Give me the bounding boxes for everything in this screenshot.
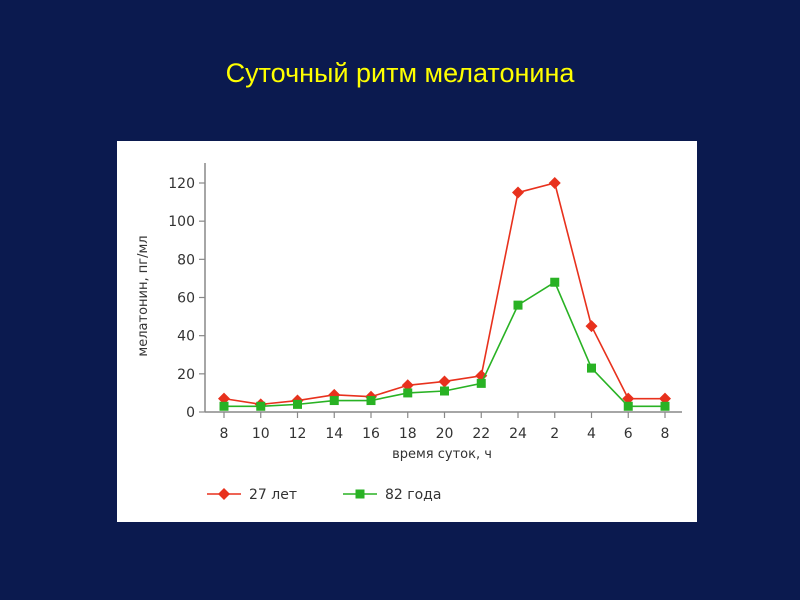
data-point: [440, 386, 449, 396]
legend-marker: [218, 488, 230, 500]
x-tick-label: 10: [252, 426, 270, 442]
x-axis-label: время суток, ч: [392, 447, 492, 462]
series-2: [219, 277, 670, 411]
series-1: [218, 177, 671, 411]
chart-legend: 27 лет 82 года: [207, 487, 441, 503]
data-point: [218, 392, 230, 405]
data-point: [548, 177, 561, 189]
data-point: [401, 379, 414, 392]
data-point: [403, 388, 413, 398]
data-point: [476, 378, 486, 388]
data-point: [623, 401, 633, 411]
data-point: [219, 401, 229, 411]
data-point: [329, 396, 339, 406]
y-axis-label: мелатонин, пг/мл: [136, 235, 151, 356]
legend-label: 27 лет: [249, 487, 297, 503]
x-tick-label: 14: [325, 426, 343, 442]
y-tick-label: 20: [177, 367, 195, 383]
legend-marker: [355, 489, 365, 499]
data-point: [585, 320, 598, 333]
y-tick-label: 40: [177, 329, 195, 345]
y-tick-label: 120: [168, 176, 195, 192]
x-tick-label: 4: [587, 426, 596, 442]
series-layer: [218, 177, 671, 411]
x-tick-label: 2: [550, 426, 559, 442]
data-point: [293, 399, 302, 409]
series-line: [223, 182, 665, 406]
x-tick-label: 8: [220, 426, 229, 442]
x-tick-label: 20: [436, 426, 454, 442]
x-tick-label: 18: [399, 426, 417, 442]
y-tick-label: 0: [186, 405, 195, 421]
data-point: [659, 392, 671, 405]
legend-item-1: 27 лет: [207, 487, 297, 503]
x-tick-label: 8: [661, 426, 670, 442]
data-point: [256, 401, 266, 411]
data-point: [512, 186, 524, 199]
y-tick-label: 80: [177, 252, 195, 268]
x-tick-label: 6: [624, 426, 633, 442]
y-axis-ticks: 0 20 40 60 80 100 120: [168, 176, 205, 421]
chart-panel: 0 20 40 60 80 100 120 8 10 12 14 16 18 20 22 24 2 4 6 8 ме…: [117, 141, 697, 522]
slide-title: Суточный ритм мелатонина: [225, 58, 575, 88]
legend-item-2: 82 года: [343, 487, 441, 503]
x-tick-label: 12: [289, 426, 307, 442]
x-tick-label: 24: [509, 426, 527, 442]
chart-axes: [204, 163, 682, 413]
x-axis-ticks: 8 10 12 14 16 18 20 22 24 2 4 6 8: [220, 412, 670, 442]
y-tick-label: 100: [168, 214, 195, 230]
data-point: [328, 388, 341, 401]
data-point: [513, 300, 523, 310]
data-point: [550, 277, 560, 287]
data-point: [622, 392, 635, 405]
x-tick-label: 22: [472, 426, 490, 442]
data-point: [366, 396, 376, 406]
legend-label: 82 года: [385, 487, 441, 503]
data-point: [660, 401, 670, 411]
y-tick-label: 60: [177, 291, 195, 307]
x-tick-label: 16: [362, 426, 380, 442]
data-point: [438, 375, 451, 388]
data-point: [587, 363, 596, 373]
